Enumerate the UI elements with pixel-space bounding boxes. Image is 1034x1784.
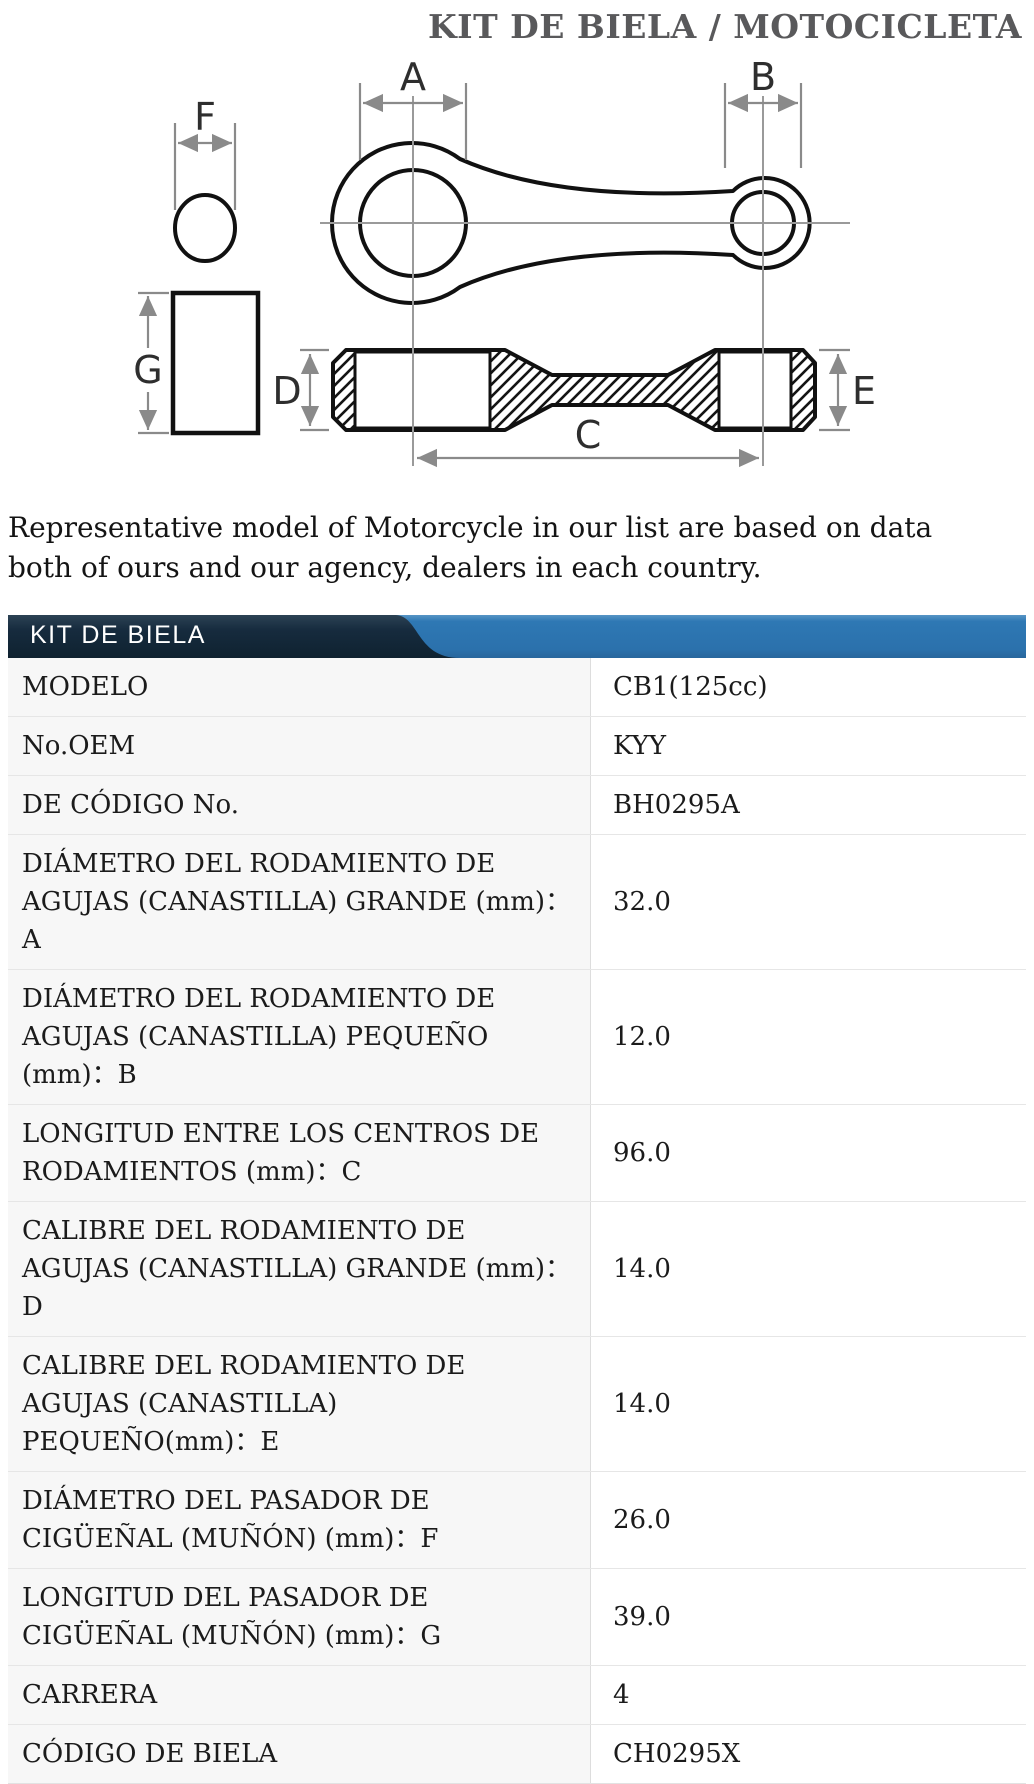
spec-table: KIT DE BIELA MODELO CB1(125cc) No.OEM KYY DE… (8, 614, 1026, 1784)
row-label: LONGITUD DEL PASADOR DE CIGÜEÑAL (MUÑÓN)… (8, 1568, 591, 1665)
row-label: LONGITUD ENTRE LOS CENTROS DE RODAMIENTO… (8, 1104, 591, 1201)
table-row: DIÁMETRO DEL RODAMIENTO DE AGUJAS (CANAS… (8, 968, 1026, 1104)
table-row: DIÁMETRO DEL PASADOR DE CIGÜEÑAL (MUÑÓN)… (8, 1470, 1026, 1568)
row-label: DIÁMETRO DEL PASADOR DE CIGÜEÑAL (MUÑÓN)… (8, 1471, 591, 1568)
table-row: MODELO CB1(125cc) (8, 657, 1026, 716)
row-label: DIÁMETRO DEL RODAMIENTO DE AGUJAS (CANAS… (8, 834, 591, 969)
table-row: LONGITUD DEL PASADOR DE CIGÜEÑAL (MUÑÓN)… (8, 1567, 1026, 1665)
row-value: 12.0 (591, 969, 1026, 1104)
row-label: No.OEM (8, 716, 591, 775)
small-end-section-bore (717, 350, 793, 430)
row-value: 39.0 (591, 1568, 1026, 1665)
dim-label-c: C (575, 413, 602, 457)
row-label: DIÁMETRO DEL RODAMIENTO DE AGUJAS (CANAS… (8, 969, 591, 1104)
row-value: KYY (591, 716, 1026, 775)
dim-label-a: A (400, 55, 426, 99)
table-row: DE CÓDIGO No. BH0295A (8, 774, 1026, 834)
table-row: DIÁMETRO DEL RODAMIENTO DE AGUJAS (CANAS… (8, 833, 1026, 969)
dimension-lines (138, 82, 850, 468)
row-value: 14.0 (591, 1201, 1026, 1336)
row-label: CÓDIGO DE BIELA (8, 1724, 591, 1783)
side-view (170, 290, 817, 436)
spec-table-body: MODELO CB1(125cc) No.OEM KYY DE CÓDIGO No. BH… (8, 657, 1026, 1784)
row-value: 32.0 (591, 834, 1026, 969)
row-value: 4 (591, 1665, 1026, 1724)
diagram-svg: A B F G D E C (133, 55, 876, 468)
dim-label-b: B (750, 55, 776, 99)
table-header-label: KIT DE BIELA (30, 621, 206, 650)
row-value: BH0295A (591, 775, 1026, 834)
row-value: 26.0 (591, 1471, 1026, 1568)
table-row: CÓDIGO DE BIELA CH0295X (8, 1723, 1026, 1783)
connecting-rod-diagram: A B F G D E C (0, 48, 1034, 498)
big-end-section-bore (353, 350, 492, 430)
row-value: CH0295X (591, 1724, 1026, 1783)
dimension-labels: A B F G D E C (133, 55, 876, 457)
crank-pin-end-view (173, 192, 237, 263)
header-band-svg (8, 614, 1026, 658)
dim-label-f: F (194, 95, 216, 139)
table-row: No.OEM KYY (8, 715, 1026, 775)
dim-label-d: D (272, 369, 301, 413)
row-value: 96.0 (591, 1104, 1026, 1201)
dim-label-g: G (133, 348, 162, 392)
description-text: Representative model of Motorcycle in ou… (8, 510, 933, 584)
row-label: CALIBRE DEL RODAMIENTO DE AGUJAS (CANAST… (8, 1201, 591, 1336)
row-label: DE CÓDIGO No. (8, 775, 591, 834)
table-header-band: KIT DE BIELA (8, 614, 1026, 658)
row-label: CARRERA (8, 1665, 591, 1724)
crank-pin-side-view (170, 290, 261, 436)
table-row: CALIBRE DEL RODAMIENTO DE AGUJAS (CANAST… (8, 1335, 1026, 1471)
row-value: 14.0 (591, 1336, 1026, 1471)
row-value: CB1(125cc) (591, 657, 1026, 716)
table-row: CARRERA 4 (8, 1664, 1026, 1724)
table-row: CALIBRE DEL RODAMIENTO DE AGUJAS (CANAST… (8, 1200, 1026, 1336)
row-label: MODELO (8, 657, 591, 716)
page-title: KIT DE BIELA / MOTOCICLETA (428, 7, 1022, 46)
row-label: CALIBRE DEL RODAMIENTO DE AGUJAS (CANAST… (8, 1336, 591, 1471)
table-row: LONGITUD ENTRE LOS CENTROS DE RODAMIENTO… (8, 1103, 1026, 1201)
dim-label-e: E (852, 369, 876, 413)
centerlines (320, 95, 850, 466)
